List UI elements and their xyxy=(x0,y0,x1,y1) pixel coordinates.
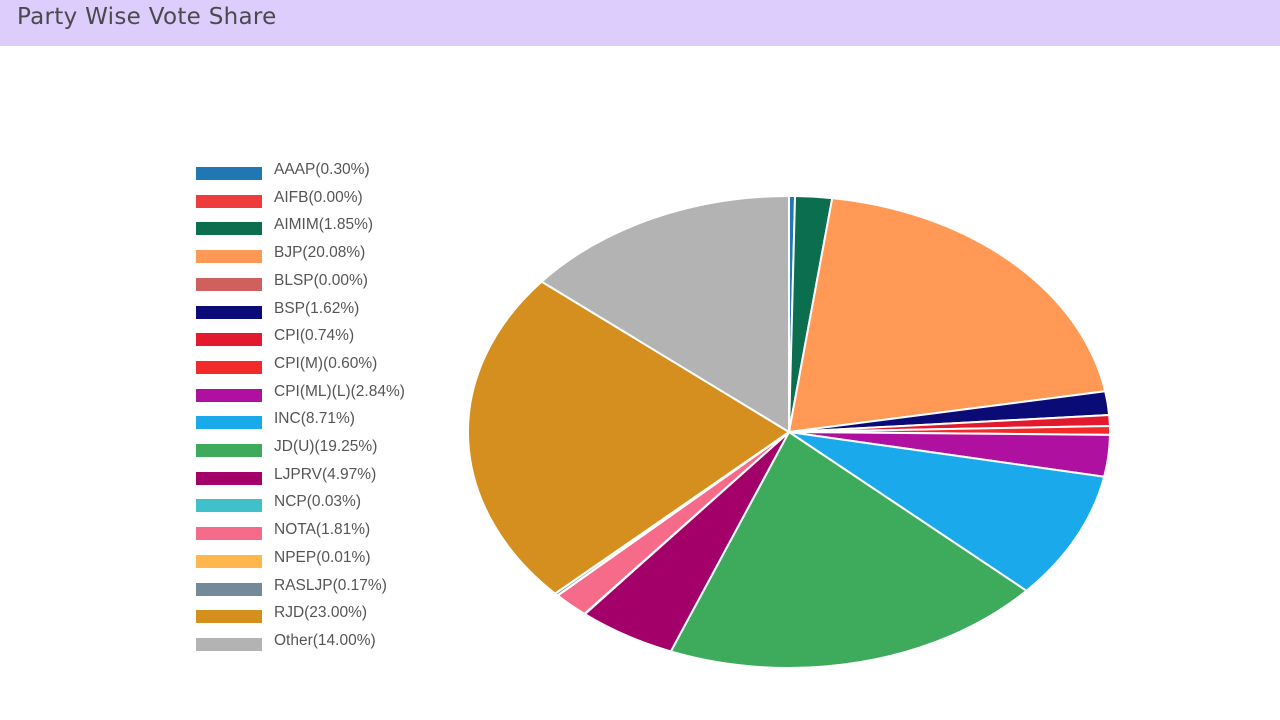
legend-label: INC(8.71%) xyxy=(274,410,355,428)
legend-swatch xyxy=(196,471,262,485)
legend-swatch xyxy=(196,250,262,264)
legend-item[interactable]: BLSP(0.00%) xyxy=(196,271,476,291)
legend-item[interactable]: LJPRV(4.97%) xyxy=(196,465,476,485)
legend-swatch xyxy=(196,360,262,374)
chart-header: Party Wise Vote Share xyxy=(0,0,1280,46)
legend-swatch xyxy=(196,416,262,430)
legend-item[interactable]: AAAP(0.30%) xyxy=(196,160,476,180)
legend-swatch xyxy=(196,527,262,541)
legend-label: AIFB(0.00%) xyxy=(274,188,363,206)
legend-item[interactable]: Other(14.00%) xyxy=(196,631,476,651)
pie-slice-bjp[interactable] xyxy=(787,197,1107,434)
pie-slice-other[interactable] xyxy=(539,194,790,434)
legend-label: CPI(M)(0.60%) xyxy=(274,354,378,372)
legend-item[interactable]: AIMIM(1.85%) xyxy=(196,215,476,236)
legend-item[interactable]: AIFB(0.00%) xyxy=(196,188,476,208)
legend-label: RASLJP(0.17%) xyxy=(274,576,387,594)
legend-swatch xyxy=(196,167,262,180)
legend-item[interactable]: NOTA(1.81%) xyxy=(196,520,476,541)
legend-label: JD(U)(19.25%) xyxy=(274,438,378,455)
legend-swatch xyxy=(196,222,262,236)
legend-item[interactable]: NCP(0.03%) xyxy=(196,492,476,513)
legend-swatch xyxy=(196,194,262,208)
chart-title: Party Wise Vote Share xyxy=(17,4,277,30)
legend-swatch xyxy=(196,388,262,402)
legend-label: CPI(ML)(L)(2.84%) xyxy=(274,382,405,400)
legend-swatch xyxy=(196,554,262,568)
legend-swatch xyxy=(196,333,262,347)
legend-item[interactable]: CPI(M)(0.60%) xyxy=(196,354,476,374)
legend-swatch xyxy=(196,305,262,319)
legend-label: LJPRV(4.97%) xyxy=(274,465,377,483)
legend-swatch xyxy=(196,499,262,513)
legend-item[interactable]: INC(8.71%) xyxy=(196,409,476,430)
pie-slice-rjd[interactable] xyxy=(467,280,791,595)
legend-label: CPI(0.74%) xyxy=(274,327,355,345)
legend-swatch xyxy=(196,582,262,596)
legend-item[interactable]: RASLJP(0.17%) xyxy=(196,576,476,596)
legend-swatch xyxy=(196,277,262,291)
legend-swatch xyxy=(196,637,262,651)
legend-label: AAAP(0.30%) xyxy=(274,161,370,178)
legend-item[interactable]: CPI(0.74%) xyxy=(196,326,476,347)
legend-label: BSP(1.62%) xyxy=(274,299,360,317)
legend-label: NPEP(0.01%) xyxy=(274,548,371,566)
legend-item[interactable]: BJP(20.08%) xyxy=(196,243,476,264)
pie-slice-jd-u[interactable] xyxy=(669,430,1029,669)
legend-item[interactable]: CPI(ML)(L)(2.84%) xyxy=(196,382,476,402)
legend-label: AIMIM(1.85%) xyxy=(274,216,374,234)
legend-label: NCP(0.03%) xyxy=(274,493,361,511)
legend-item[interactable]: NPEP(0.01%) xyxy=(196,548,476,568)
legend-label: BLSP(0.00%) xyxy=(274,271,368,289)
legend-swatch xyxy=(196,610,262,624)
pie-slice-inc[interactable] xyxy=(788,431,1106,593)
legend-item[interactable]: JD(U)(19.25%) xyxy=(196,437,476,457)
legend-label: NOTA(1.81%) xyxy=(274,521,371,539)
legend-label: Other(14.00%) xyxy=(274,631,376,649)
legend-item[interactable]: BSP(1.62%) xyxy=(196,299,476,319)
legend-swatch xyxy=(196,444,262,457)
legend-item[interactable]: RJD(23.00%) xyxy=(196,603,476,624)
legend-label: BJP(20.08%) xyxy=(274,244,366,262)
legend-label: RJD(23.00%) xyxy=(274,604,368,622)
